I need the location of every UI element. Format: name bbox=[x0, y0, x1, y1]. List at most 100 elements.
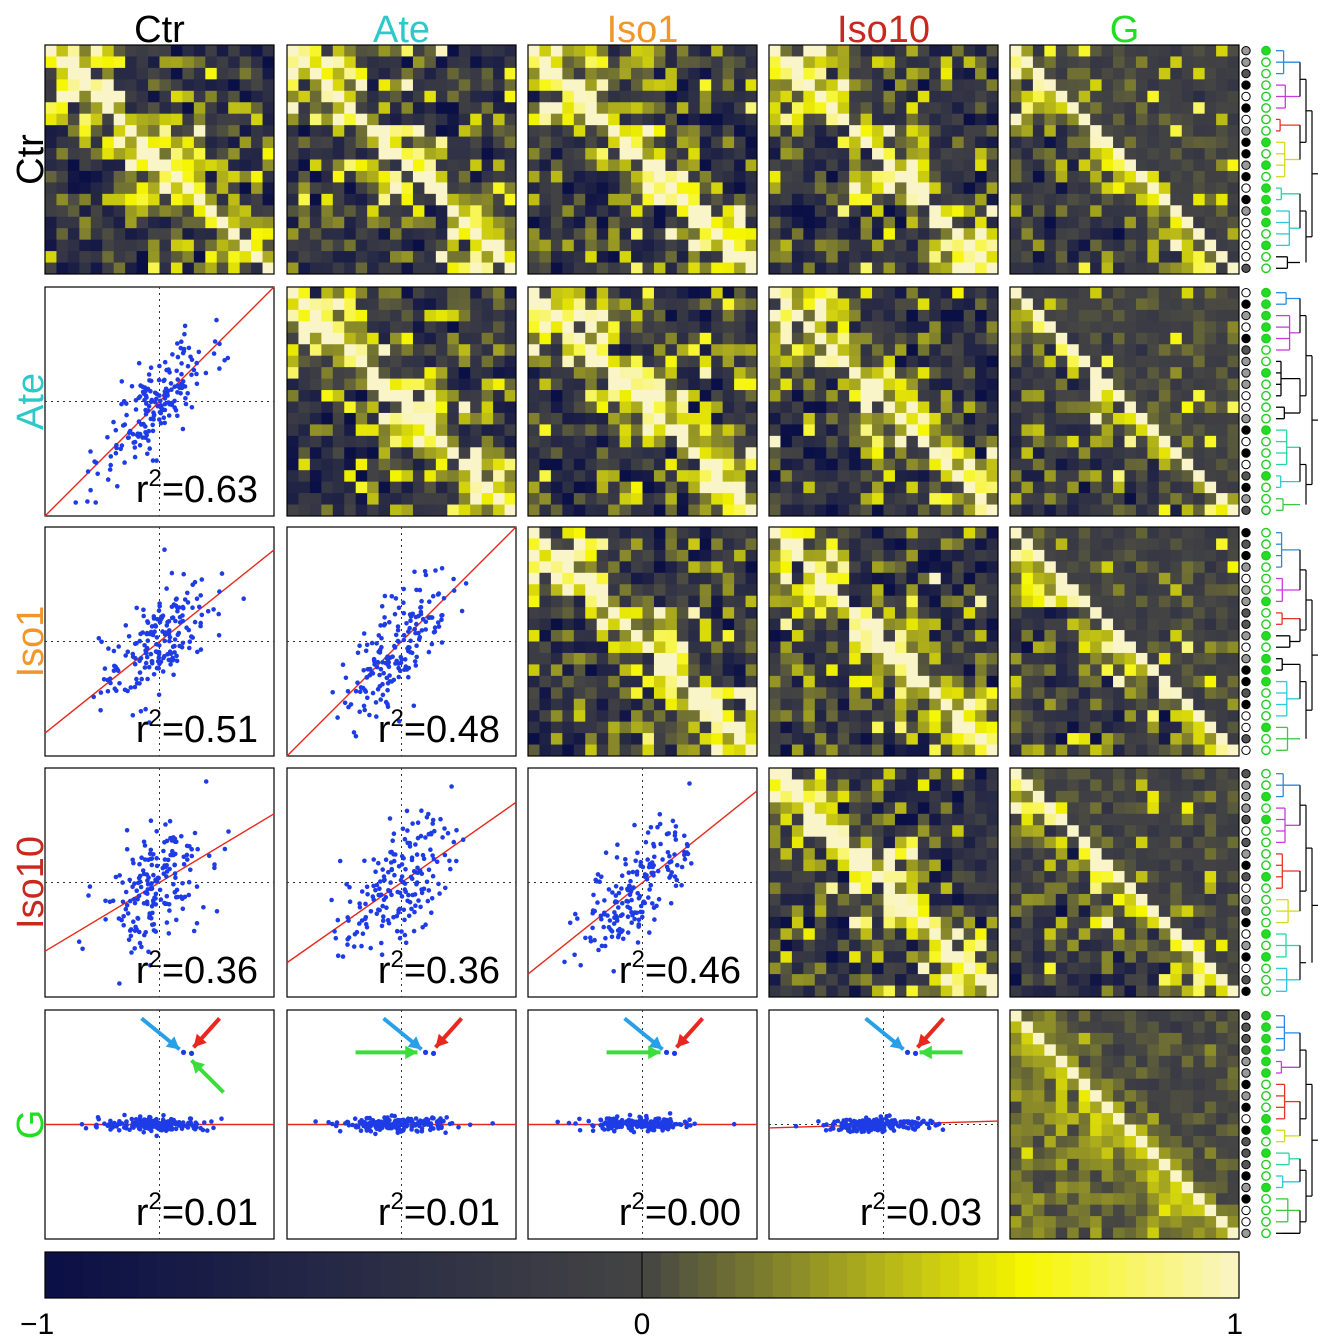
data-point bbox=[181, 571, 186, 577]
heatmap-cell bbox=[182, 239, 195, 252]
heatmap-cell bbox=[355, 458, 368, 471]
heatmap-cell bbox=[1032, 228, 1045, 241]
heatmap-cell bbox=[665, 710, 678, 723]
heatmap-cell bbox=[401, 228, 414, 241]
heatmap-cell bbox=[470, 355, 483, 368]
heatmap-cell bbox=[378, 228, 391, 241]
heatmap-cell bbox=[251, 228, 263, 241]
heatmap-cell bbox=[1032, 170, 1045, 183]
data-point bbox=[116, 644, 121, 649]
heatmap-cell bbox=[676, 332, 689, 345]
heatmap-cell bbox=[975, 538, 987, 551]
heatmap-cell bbox=[585, 90, 598, 103]
heatmap-cell bbox=[963, 447, 976, 460]
heatmap-cell bbox=[435, 239, 448, 252]
heatmap-cell bbox=[769, 344, 781, 357]
data-point bbox=[107, 467, 113, 472]
heatmap-cell bbox=[963, 67, 976, 80]
heatmap-cell bbox=[596, 309, 609, 322]
heatmap-cell bbox=[699, 470, 712, 483]
heatmap-cell bbox=[952, 733, 965, 745]
data-point bbox=[105, 435, 110, 440]
heatmap-cell bbox=[608, 630, 620, 642]
data-point bbox=[91, 694, 96, 700]
data-point bbox=[390, 654, 395, 659]
heatmap-cell bbox=[1113, 113, 1125, 126]
heatmap-cell bbox=[917, 549, 930, 562]
heatmap-cell bbox=[216, 170, 229, 183]
heatmap-cell bbox=[45, 90, 57, 103]
heatmap-cell bbox=[367, 401, 379, 414]
heatmap-cell bbox=[239, 79, 252, 92]
heatmap-cell bbox=[1067, 45, 1080, 57]
heatmap-cell bbox=[1193, 90, 1206, 103]
heatmap-cell bbox=[528, 607, 540, 619]
heatmap-cell bbox=[182, 125, 195, 137]
heatmap-cell bbox=[1032, 90, 1045, 103]
heatmap-cell bbox=[159, 228, 172, 241]
heatmap-cell bbox=[929, 435, 942, 448]
heatmap-cell bbox=[67, 205, 80, 218]
heatmap-cell bbox=[975, 228, 987, 241]
heatmap-cell bbox=[676, 607, 689, 619]
heatmap-cell bbox=[803, 458, 816, 471]
heatmap-cell bbox=[699, 309, 712, 322]
heatmap-cell bbox=[1147, 102, 1160, 115]
heatmap-cell bbox=[608, 367, 620, 379]
heatmap-cell bbox=[424, 102, 437, 115]
heatmap-cell bbox=[894, 79, 907, 92]
heatmap-cell bbox=[883, 56, 896, 69]
heatmap-cell bbox=[1147, 287, 1160, 299]
heatmap-cell bbox=[1101, 367, 1114, 379]
heatmap-cell bbox=[619, 538, 632, 551]
heatmap-cell bbox=[1204, 481, 1217, 494]
heatmap-cell bbox=[1158, 90, 1171, 103]
heatmap-cell bbox=[1204, 390, 1217, 402]
heatmap-cell bbox=[1204, 45, 1217, 57]
heatmap-cell bbox=[481, 102, 494, 115]
heatmap-cell bbox=[699, 298, 712, 311]
heatmap-cell bbox=[1067, 159, 1080, 172]
heatmap-cell bbox=[826, 504, 839, 517]
heatmap-cell bbox=[699, 355, 712, 368]
data-point bbox=[375, 659, 381, 665]
heatmap-cell bbox=[1204, 239, 1217, 252]
heatmap-cell bbox=[528, 321, 540, 334]
heatmap-cell bbox=[963, 79, 976, 92]
data-point bbox=[146, 438, 151, 443]
heatmap-cell bbox=[929, 239, 942, 252]
data-point bbox=[137, 681, 142, 686]
data-point bbox=[180, 618, 186, 624]
heatmap-cell bbox=[287, 378, 299, 391]
heatmap-cell bbox=[814, 401, 827, 414]
data-point bbox=[161, 415, 167, 421]
heatmap-cell bbox=[631, 698, 643, 711]
heatmap-cell bbox=[1101, 424, 1114, 437]
heatmap-cell bbox=[929, 45, 942, 57]
heatmap-cell bbox=[653, 435, 666, 448]
heatmap-cell bbox=[435, 493, 448, 505]
heatmap-cell bbox=[1227, 287, 1240, 299]
heatmap-cell bbox=[1181, 79, 1194, 92]
heatmap-cell bbox=[699, 675, 712, 688]
heatmap-cell bbox=[1101, 344, 1114, 357]
heatmap-cell bbox=[653, 527, 666, 539]
heatmap-cell bbox=[1170, 378, 1183, 391]
heatmap-cell bbox=[711, 664, 724, 677]
heatmap-cell bbox=[653, 45, 666, 57]
heatmap-cell bbox=[814, 67, 827, 80]
heatmap-cell bbox=[159, 239, 172, 252]
heatmap-cell bbox=[699, 287, 712, 299]
heatmap-cell bbox=[193, 251, 206, 263]
heatmap-cell bbox=[803, 159, 816, 172]
heatmap-cell bbox=[596, 710, 609, 723]
heatmap-cell bbox=[860, 79, 873, 92]
heatmap-cell bbox=[722, 378, 735, 391]
data-point bbox=[199, 612, 205, 618]
heatmap-cell bbox=[860, 390, 873, 402]
heatmap-cell bbox=[321, 216, 334, 229]
heatmap-cell bbox=[287, 298, 299, 311]
heatmap-cell bbox=[504, 113, 517, 126]
heatmap-cell bbox=[1032, 344, 1045, 357]
heatmap-cell bbox=[585, 378, 598, 391]
